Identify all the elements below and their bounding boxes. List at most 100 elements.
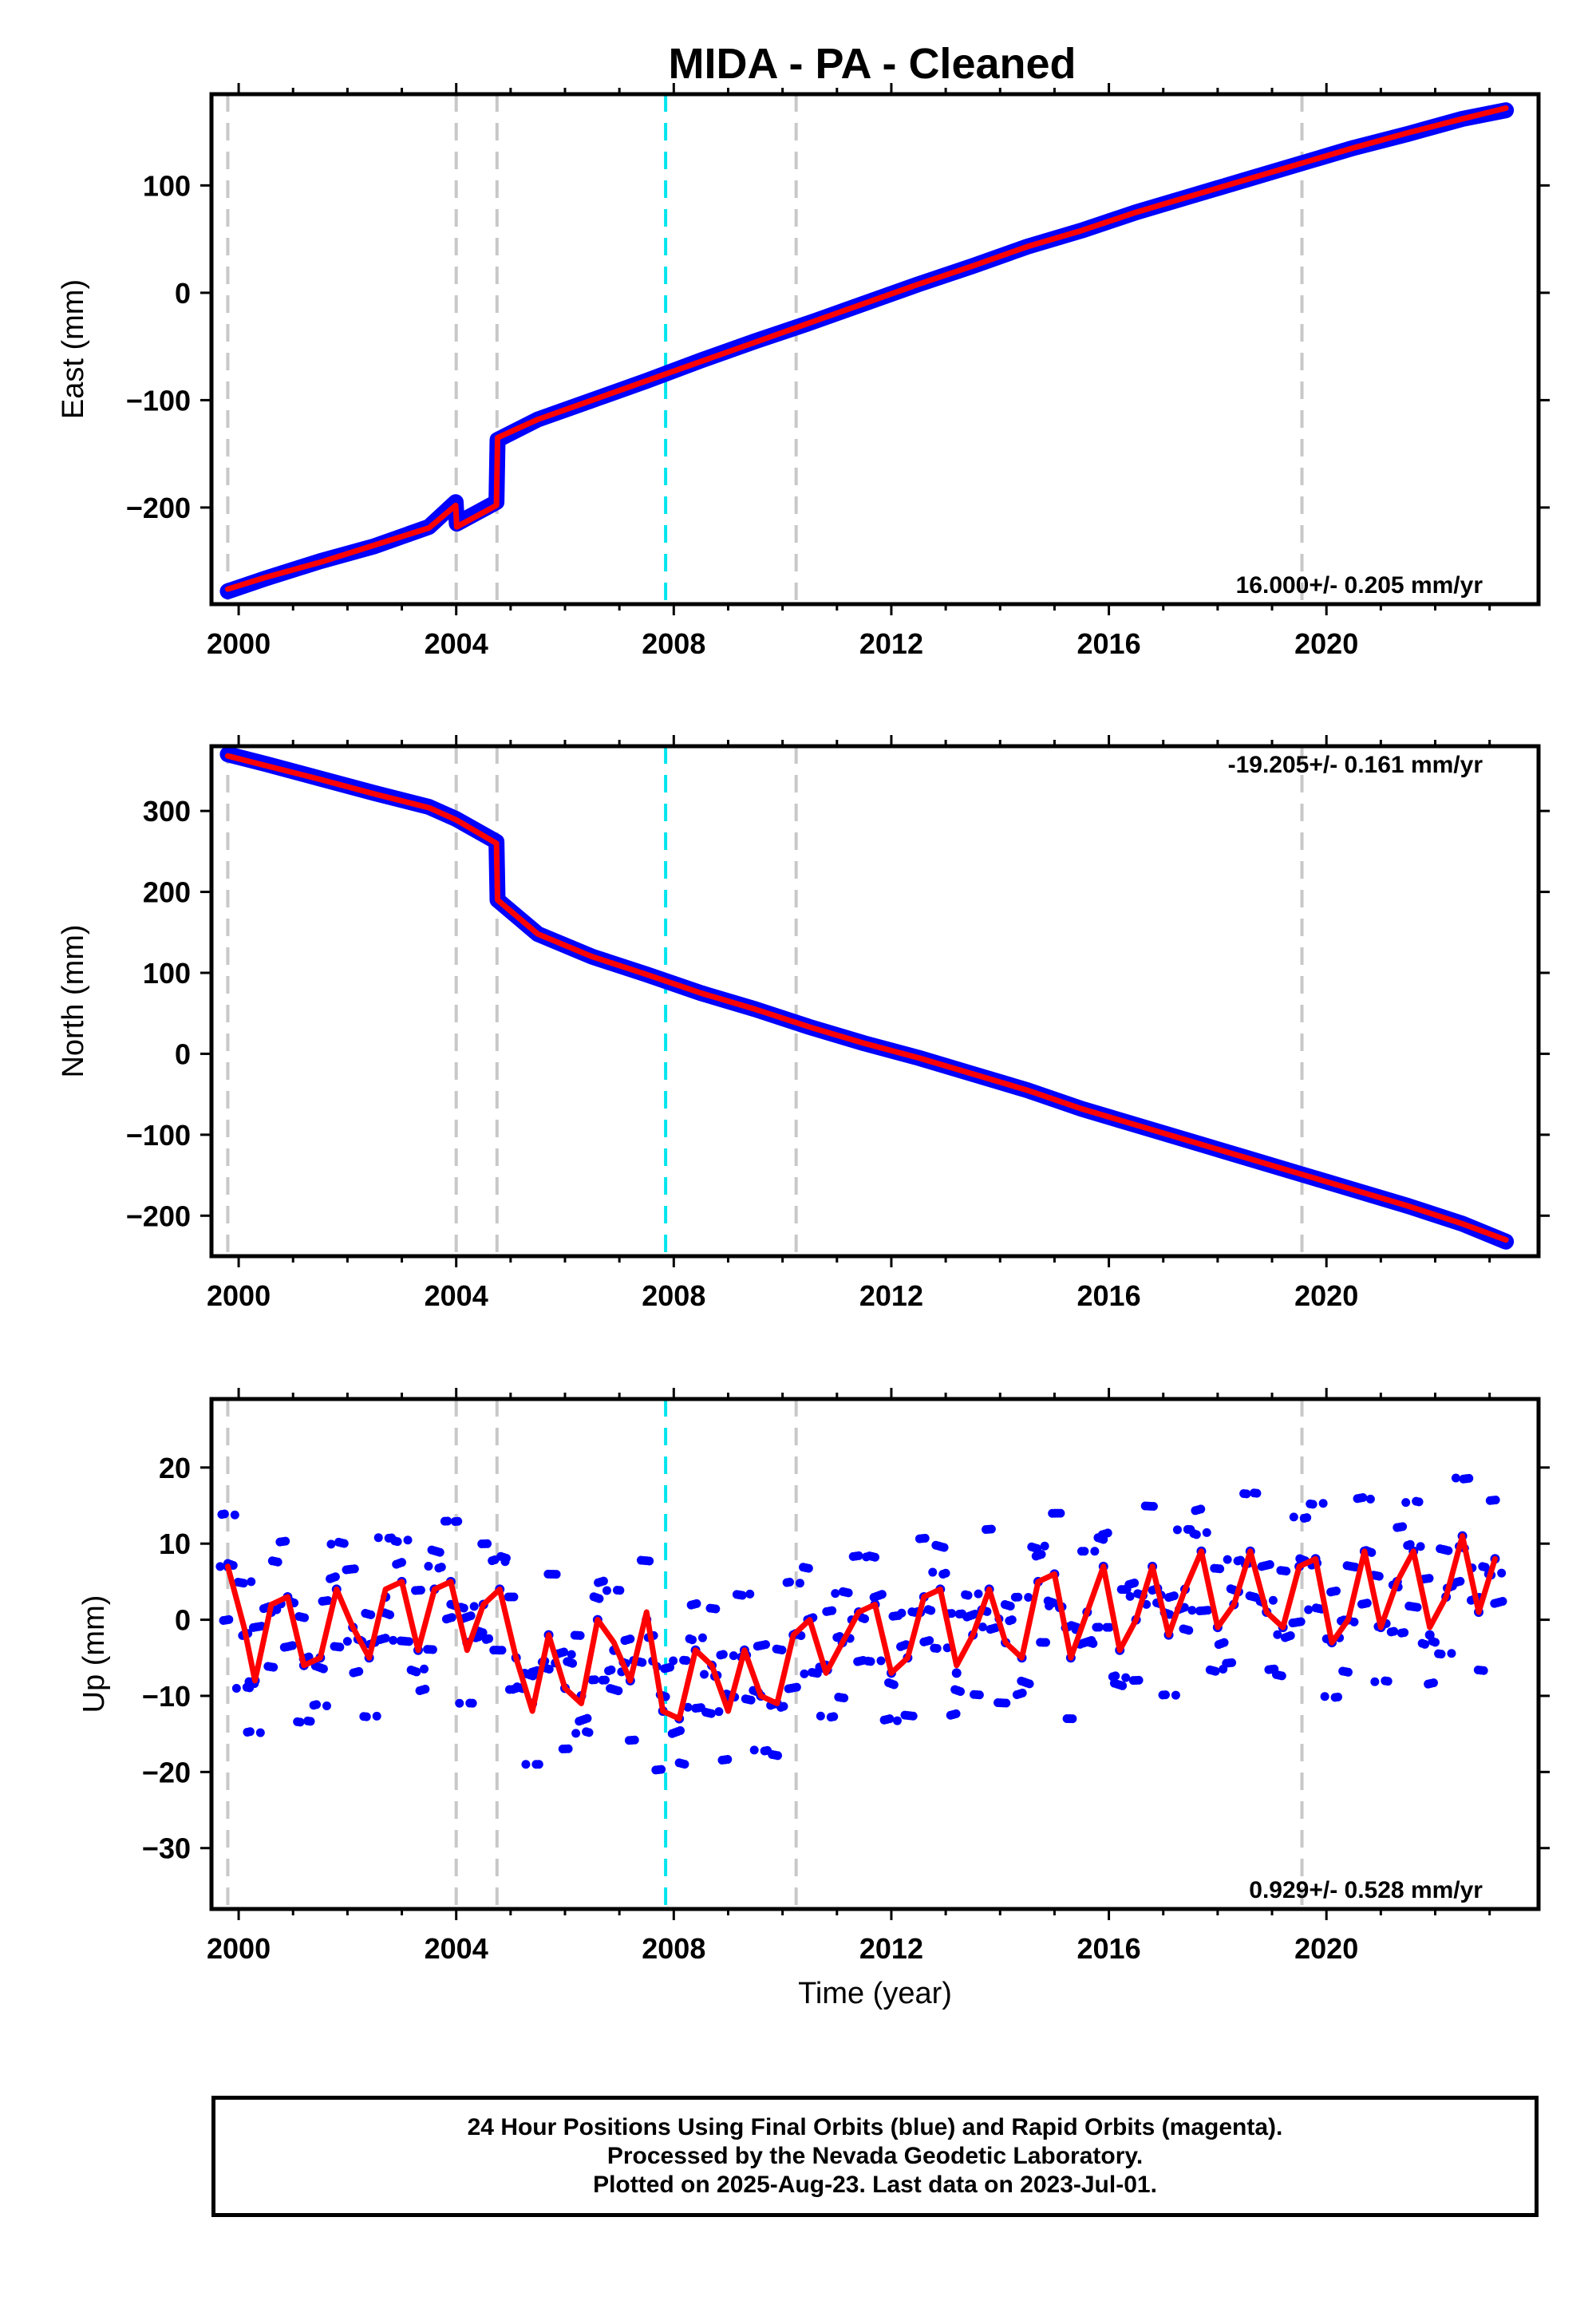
- data-point: [717, 1756, 727, 1765]
- data-point: [624, 1736, 634, 1745]
- data-point: [1121, 1673, 1131, 1682]
- data-point: [275, 1537, 285, 1547]
- data-point: [1164, 1593, 1174, 1603]
- data-point: [424, 1561, 433, 1571]
- x-tick-label: 2000: [207, 627, 271, 660]
- data-point: [1320, 1692, 1329, 1701]
- data-point: [745, 1589, 755, 1599]
- data-point: [1473, 1666, 1483, 1675]
- data-point: [795, 1579, 804, 1588]
- data-point: [1036, 1638, 1045, 1647]
- data-point: [1031, 1551, 1041, 1561]
- data-point: [303, 1716, 313, 1725]
- data-point: [838, 1587, 847, 1596]
- y-tick-label: −200: [126, 1199, 191, 1232]
- x-tick-label: 2012: [859, 1279, 923, 1312]
- data-point: [1187, 1606, 1197, 1615]
- data-point: [1223, 1555, 1232, 1564]
- data-point: [946, 1710, 955, 1720]
- data-point: [1102, 1622, 1112, 1632]
- data-point: [714, 1707, 724, 1717]
- data-point: [1024, 1593, 1033, 1603]
- data-point: [1280, 1633, 1290, 1642]
- plot-frame: [209, 92, 1541, 607]
- x-tick-label: 2008: [642, 627, 705, 660]
- data-point: [1401, 1498, 1411, 1508]
- data-point: [853, 1657, 863, 1666]
- y-axis-label: North (mm): [57, 924, 90, 1077]
- data-point: [772, 1644, 781, 1654]
- data-point: [1233, 1556, 1242, 1566]
- data-point: [954, 1609, 964, 1618]
- data-point: [1365, 1494, 1375, 1504]
- data-point: [247, 1577, 256, 1587]
- data-point: [219, 1616, 228, 1626]
- data-point: [1189, 1529, 1199, 1539]
- data-point: [1485, 1496, 1495, 1505]
- data-point: [686, 1600, 696, 1610]
- data-point: [1264, 1665, 1274, 1674]
- data-point: [1090, 1547, 1100, 1556]
- data-point: [930, 1643, 939, 1653]
- data-point: [1005, 1616, 1014, 1626]
- data-point: [1393, 1523, 1402, 1532]
- model-line: [224, 1533, 1498, 1722]
- data-point: [716, 1650, 725, 1660]
- data-point: [620, 1636, 630, 1646]
- data-point: [1097, 1530, 1107, 1539]
- data-point: [1210, 1563, 1219, 1573]
- data-point: [1490, 1599, 1499, 1608]
- footer-line-3: Plotted on 2025-Aug-23. Last data on 202…: [593, 2172, 1157, 2198]
- data-point: [231, 1683, 241, 1693]
- data-point: [1417, 1638, 1427, 1648]
- data-point: [1195, 1606, 1204, 1615]
- data-point: [1191, 1506, 1200, 1516]
- y-axis-label: Up (mm): [77, 1595, 111, 1713]
- data-point: [419, 1664, 429, 1674]
- north-panel: 300 200 100 0 −100 −200 2000 2004 2008 2012 2016 20…: [57, 735, 1550, 1312]
- data-point: [697, 1633, 707, 1642]
- data-point: [848, 1551, 858, 1561]
- x-tick-label: 2004: [425, 1279, 488, 1312]
- data-point: [255, 1728, 265, 1737]
- data-point: [294, 1611, 304, 1621]
- data-point: [1062, 1714, 1072, 1724]
- data-point: [500, 1557, 510, 1567]
- data-point: [1276, 1566, 1286, 1575]
- data-point: [816, 1711, 825, 1721]
- data-point: [527, 1667, 536, 1677]
- data-point: [1222, 1658, 1231, 1668]
- y-tick-label: 20: [159, 1452, 191, 1484]
- data-point: [1349, 1617, 1359, 1626]
- data-point: [760, 1746, 769, 1756]
- data-point: [403, 1535, 413, 1545]
- y-tick-label: 300: [143, 795, 191, 828]
- data-point: [729, 1651, 738, 1661]
- data-point: [259, 1604, 268, 1614]
- data-point: [1226, 1584, 1235, 1594]
- x-tick-label: 2012: [859, 627, 923, 660]
- data-point: [1318, 1499, 1328, 1508]
- x-axis-label: Time (year): [798, 1977, 952, 2010]
- data-point: [970, 1690, 979, 1699]
- data-point: [832, 1633, 842, 1642]
- data-point: [1330, 1693, 1340, 1702]
- rate-label: -19.205+/- 0.161 mm/yr: [1228, 752, 1483, 778]
- model-line: [224, 105, 1509, 592]
- data-point: [1250, 1488, 1259, 1498]
- data-point: [489, 1646, 499, 1655]
- data-point: [230, 1510, 239, 1520]
- data-point: [411, 1586, 421, 1595]
- data-point: [1386, 1627, 1396, 1637]
- y-tick-label: −10: [142, 1680, 191, 1713]
- data-point: [571, 1729, 581, 1738]
- rate-label: 0.929+/- 0.528 mm/yr: [1249, 1877, 1483, 1903]
- y-tick-label: −200: [126, 492, 191, 524]
- data-point: [950, 1685, 960, 1694]
- data-point: [683, 1702, 693, 1712]
- x-tick-label: 2008: [642, 1932, 705, 1965]
- y-tick-label: 100: [143, 957, 191, 990]
- y-tick-label: −30: [142, 1832, 191, 1865]
- x-tick-label: 2012: [859, 1932, 923, 1965]
- data-point: [440, 1516, 449, 1526]
